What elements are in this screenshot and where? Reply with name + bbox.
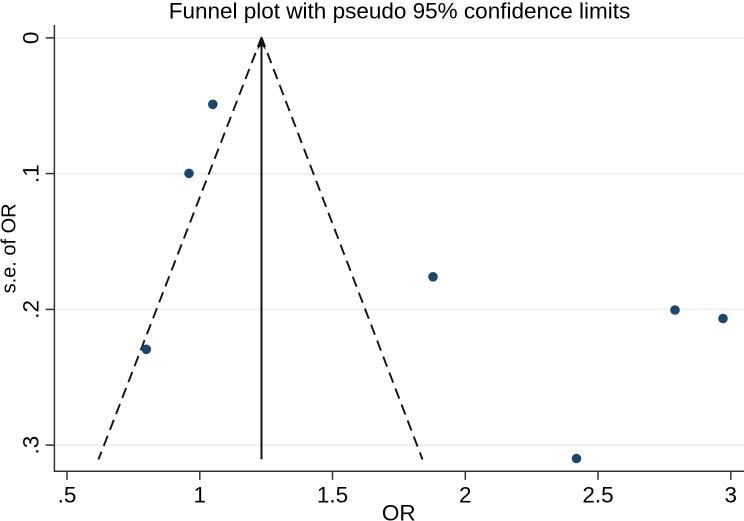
svg-text:0: 0 — [19, 32, 44, 45]
svg-text:OR: OR — [382, 501, 416, 521]
svg-text:.1: .1 — [19, 164, 44, 183]
svg-text:.5: .5 — [58, 482, 77, 507]
svg-text:.2: .2 — [19, 300, 44, 319]
svg-text:s.e. of OR: s.e. of OR — [0, 203, 21, 293]
svg-text:1: 1 — [194, 482, 207, 507]
svg-text:2: 2 — [459, 482, 472, 507]
svg-text:.3: .3 — [19, 436, 44, 455]
svg-text:2.5: 2.5 — [582, 482, 613, 507]
svg-text:3: 3 — [725, 482, 738, 507]
svg-text:Funnel plot with pseudo 95% co: Funnel plot with pseudo 95% confidence l… — [169, 0, 631, 23]
svg-text:1.5: 1.5 — [317, 482, 348, 507]
